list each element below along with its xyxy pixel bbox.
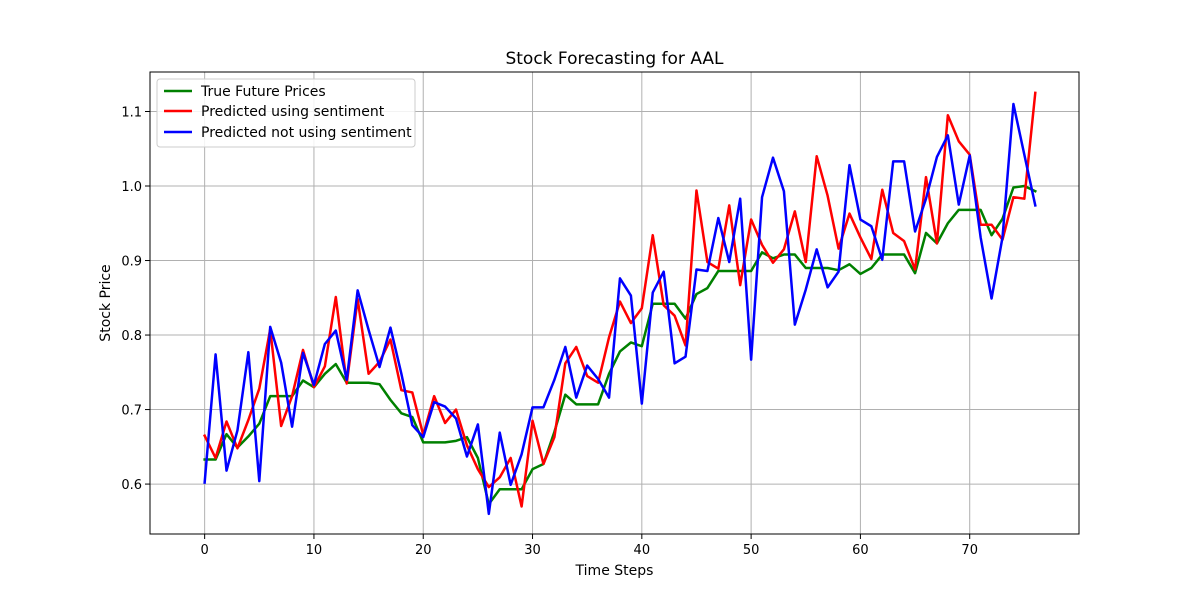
legend: True Future Prices Predicted using senti… — [156, 78, 416, 148]
y-tick-label: 1.1 — [121, 105, 142, 120]
y-axis-label: Stock Price — [98, 264, 114, 341]
y-tick-label: 1.0 — [121, 180, 142, 195]
legend-label-no-sentiment: Predicted not using sentiment — [201, 125, 412, 141]
legend-box — [156, 78, 416, 148]
legend-label-true: True Future Prices — [200, 84, 326, 100]
series-predicted-not-using-sentiment — [203, 102, 1037, 516]
x-tick-label: 50 — [743, 543, 760, 558]
series-lines — [202, 91, 1037, 516]
y-tick-label: 0.8 — [121, 329, 142, 344]
series-predicted-using-sentiment — [202, 91, 1037, 508]
legend-label-sentiment: Predicted using sentiment — [201, 104, 385, 120]
x-tick-label: 10 — [306, 543, 323, 558]
x-tick-label: 60 — [852, 543, 869, 558]
y-tick-label: 0.9 — [121, 255, 142, 270]
x-tick-label: 20 — [415, 543, 432, 558]
y-tick-label: 0.7 — [121, 404, 142, 419]
series-true-future-prices — [203, 184, 1037, 506]
x-axis-label: Time Steps — [575, 563, 654, 579]
plot-frame — [149, 71, 1080, 535]
axis-ticks: 0 10 20 30 40 50 60 70 0.6 0.7 0.8 0.9 1.0 1.1 — [121, 105, 978, 558]
y-tick-label: 0.6 — [121, 478, 142, 493]
x-tick-label: 30 — [524, 543, 541, 558]
x-tick-label: 40 — [634, 543, 651, 558]
x-tick-label: 0 — [201, 543, 209, 558]
chart-title: Stock Forecasting for AAL — [505, 49, 724, 69]
x-tick-label: 70 — [961, 543, 978, 558]
